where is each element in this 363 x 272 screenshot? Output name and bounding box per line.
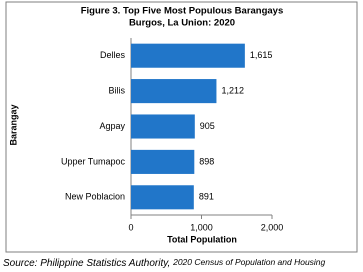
x-tick-label: 2,000 [261, 222, 284, 232]
y-tick-label: Upper Tumapoc [61, 156, 126, 166]
y-tick-label: New Poblacion [65, 192, 125, 202]
data-label: 905 [200, 121, 215, 131]
bar [131, 114, 195, 139]
source-prefix: Source: Philippine Statistics Authority, [3, 258, 170, 269]
x-tick-label: 1,000 [190, 222, 213, 232]
y-axis-title: Barangay [8, 104, 18, 145]
source-detail: 2020 Census of Population and Housing [172, 257, 325, 267]
data-label: 891 [199, 192, 214, 202]
data-label: 1,615 [250, 50, 273, 60]
bar [131, 149, 195, 174]
data-label: 898 [199, 156, 214, 166]
y-tick-label: Delles [100, 50, 126, 60]
x-axis-title: Total Population [167, 234, 237, 244]
y-tick-label: Bilis [108, 85, 125, 95]
bar [131, 43, 245, 68]
bar [131, 185, 194, 210]
data-label: 1,212 [221, 85, 244, 95]
chart-subtitle: Burgos, La Union: 2020 [129, 18, 235, 29]
chart-title: Figure 3. Top Five Most Populous Baranga… [81, 6, 284, 17]
source-note: Source: Philippine Statistics Authority,… [3, 257, 326, 268]
bar [131, 79, 217, 104]
x-tick-label: 0 [128, 222, 133, 232]
y-tick-label: Agpay [99, 121, 125, 131]
